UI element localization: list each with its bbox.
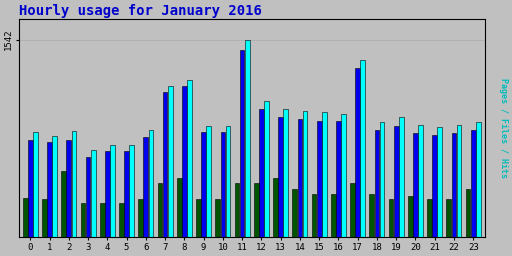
Bar: [418, 125, 423, 237]
Bar: [399, 118, 403, 237]
Bar: [297, 119, 302, 237]
Bar: [168, 86, 173, 237]
Bar: [245, 40, 250, 237]
Bar: [476, 122, 481, 237]
Bar: [279, 117, 283, 237]
Bar: [143, 137, 148, 237]
Bar: [427, 199, 432, 237]
Bar: [259, 109, 264, 237]
Bar: [119, 203, 124, 237]
Bar: [226, 126, 230, 237]
Text: Pages / Files / Hits: Pages / Files / Hits: [499, 78, 508, 178]
Bar: [370, 194, 374, 237]
Text: Hourly usage for January 2016: Hourly usage for January 2016: [19, 4, 262, 18]
Bar: [360, 60, 365, 237]
Bar: [457, 125, 461, 237]
Bar: [124, 151, 129, 237]
Bar: [23, 198, 28, 237]
Bar: [466, 189, 471, 237]
Bar: [264, 101, 269, 237]
Bar: [61, 170, 66, 237]
Bar: [437, 127, 442, 237]
Bar: [33, 132, 38, 237]
Bar: [341, 114, 346, 237]
Bar: [42, 199, 47, 237]
Bar: [100, 203, 104, 237]
Bar: [312, 194, 316, 237]
Bar: [86, 156, 91, 237]
Bar: [163, 92, 167, 237]
Bar: [317, 121, 322, 237]
Bar: [177, 178, 182, 237]
Bar: [187, 80, 192, 237]
Bar: [336, 121, 341, 237]
Bar: [105, 151, 110, 237]
Bar: [221, 132, 225, 237]
Bar: [331, 194, 336, 237]
Bar: [47, 142, 52, 237]
Bar: [452, 133, 456, 237]
Bar: [322, 112, 327, 237]
Bar: [446, 199, 451, 237]
Bar: [471, 130, 476, 237]
Bar: [408, 196, 413, 237]
Bar: [284, 109, 288, 237]
Bar: [432, 135, 437, 237]
Bar: [355, 68, 360, 237]
Bar: [91, 150, 96, 237]
Bar: [206, 126, 211, 237]
Bar: [303, 111, 307, 237]
Bar: [182, 86, 187, 237]
Bar: [216, 199, 220, 237]
Bar: [196, 199, 201, 237]
Bar: [72, 131, 76, 237]
Bar: [28, 140, 33, 237]
Bar: [413, 133, 418, 237]
Bar: [273, 178, 278, 237]
Bar: [67, 140, 71, 237]
Bar: [350, 184, 355, 237]
Bar: [292, 189, 297, 237]
Bar: [380, 122, 385, 237]
Bar: [158, 184, 162, 237]
Bar: [254, 184, 259, 237]
Bar: [389, 199, 393, 237]
Bar: [201, 132, 206, 237]
Bar: [148, 130, 153, 237]
Bar: [130, 145, 134, 237]
Bar: [394, 126, 398, 237]
Bar: [234, 184, 239, 237]
Bar: [80, 203, 86, 237]
Bar: [138, 199, 143, 237]
Bar: [110, 145, 115, 237]
Bar: [52, 136, 57, 237]
Bar: [240, 50, 245, 237]
Bar: [375, 130, 379, 237]
